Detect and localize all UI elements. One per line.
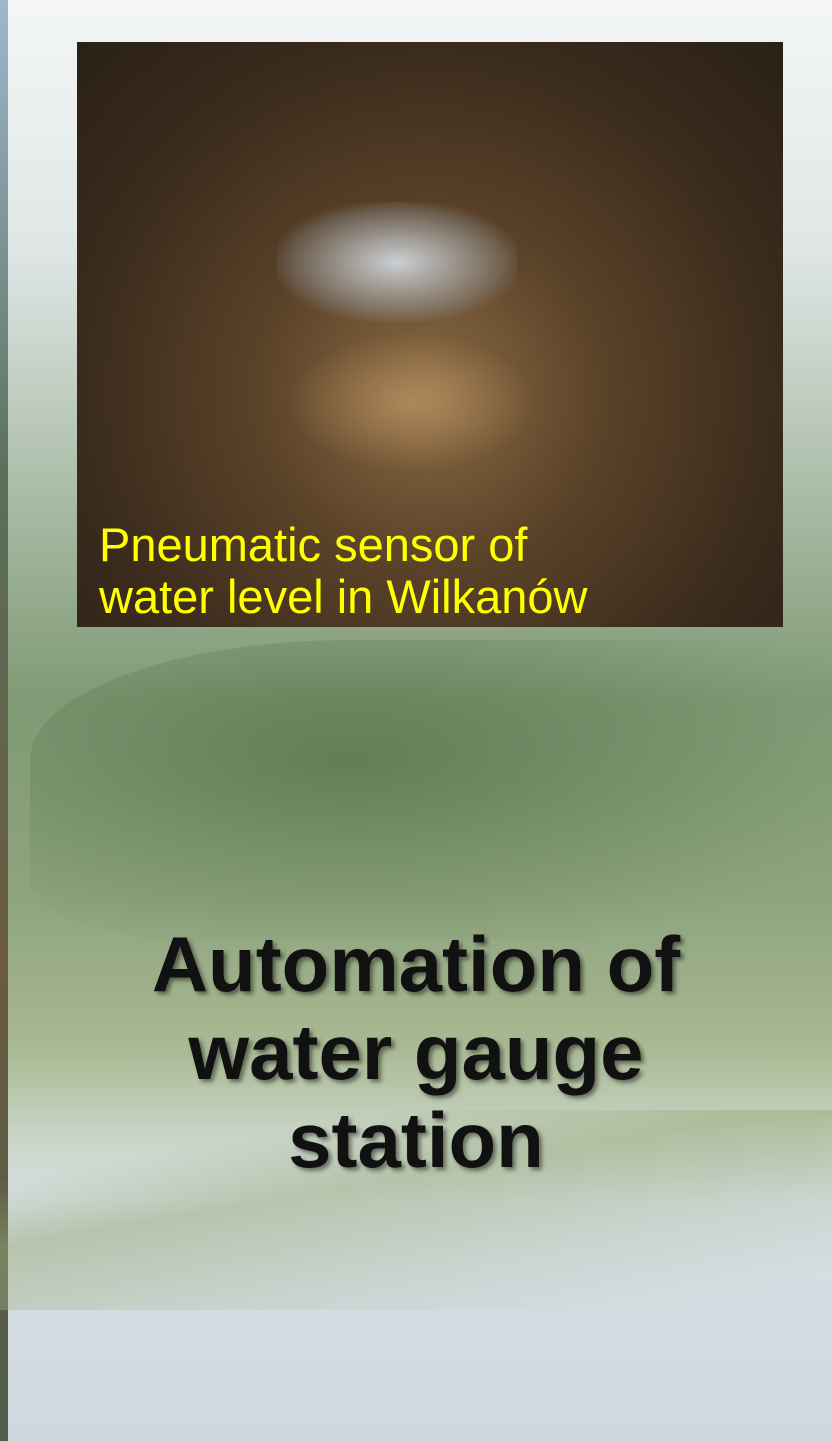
title-line: Automation of — [151, 920, 681, 1008]
rock — [287, 332, 537, 472]
title-line: station — [288, 1096, 544, 1184]
forest-background — [30, 640, 832, 940]
caption-line: Pneumatic sensor of — [99, 518, 528, 571]
riverbank-background — [0, 1110, 832, 1310]
title-line: water gauge — [188, 1008, 644, 1096]
caption-line: water level in Wilkanów — [99, 570, 588, 623]
slide-title: Automation of water gauge station — [0, 920, 832, 1184]
photo-caption: Pneumatic sensor of water level in Wilka… — [99, 519, 587, 623]
left-frame — [0, 0, 8, 1441]
sensor-reflection — [277, 202, 517, 322]
sensor-photo: Pneumatic sensor of water level in Wilka… — [77, 42, 783, 627]
